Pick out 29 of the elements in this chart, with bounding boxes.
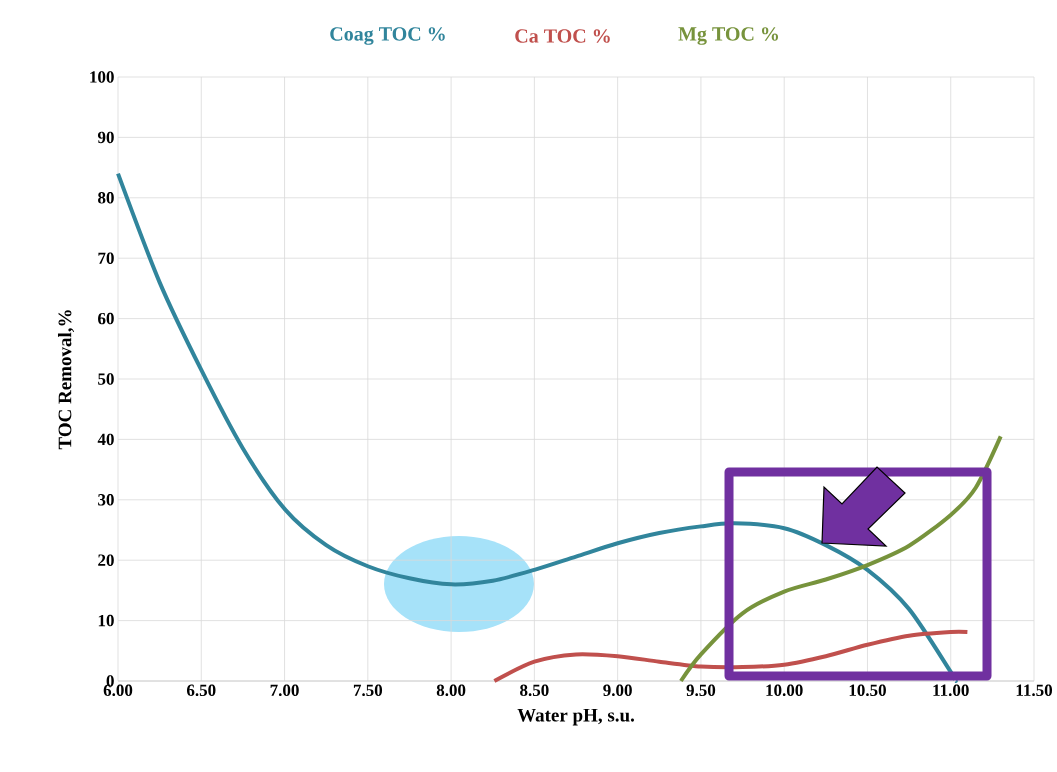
x-axis-title: Water pH, s.u. [517, 708, 635, 726]
x-tick-label: 10.00 [766, 684, 803, 697]
y-tick-label: 20 [98, 554, 114, 566]
x-tick-label: 9.50 [686, 684, 716, 697]
y-tick-label: 90 [97, 131, 114, 144]
text: Mg TOC % [678, 27, 779, 45]
y-axis-title: TOC Removal,% [57, 310, 75, 450]
x-tick-label: 7.50 [353, 684, 383, 697]
text: Ca TOC % [515, 29, 610, 43]
y-tick-label: 40 [97, 433, 114, 446]
x-tick-label: 11.00 [933, 684, 969, 697]
y-tick-label: 60 [98, 312, 114, 325]
x-tick-label: 11.50 [1016, 684, 1053, 697]
line-series [492, 629, 970, 683]
y-tick-label: 10 [98, 614, 114, 627]
line-series [116, 171, 958, 683]
y-tick-label: 30 [98, 494, 114, 506]
y-tick-label: 50 [98, 373, 114, 385]
x-tick-label: 9.00 [603, 684, 632, 697]
y-tick-label: 70 [98, 252, 114, 264]
x-tick-label: 8.00 [436, 684, 466, 697]
y-tick-label: 80 [98, 192, 114, 204]
y-tick-label: 100 [90, 71, 114, 83]
text: Coag TOC % [330, 27, 445, 45]
x-tick-label: 7.00 [270, 684, 299, 697]
x-tick-label: 10.50 [849, 684, 886, 697]
x-tick-label: 6.50 [186, 684, 216, 697]
x-tick-label: 8.50 [520, 684, 549, 697]
line-series [678, 434, 1003, 683]
